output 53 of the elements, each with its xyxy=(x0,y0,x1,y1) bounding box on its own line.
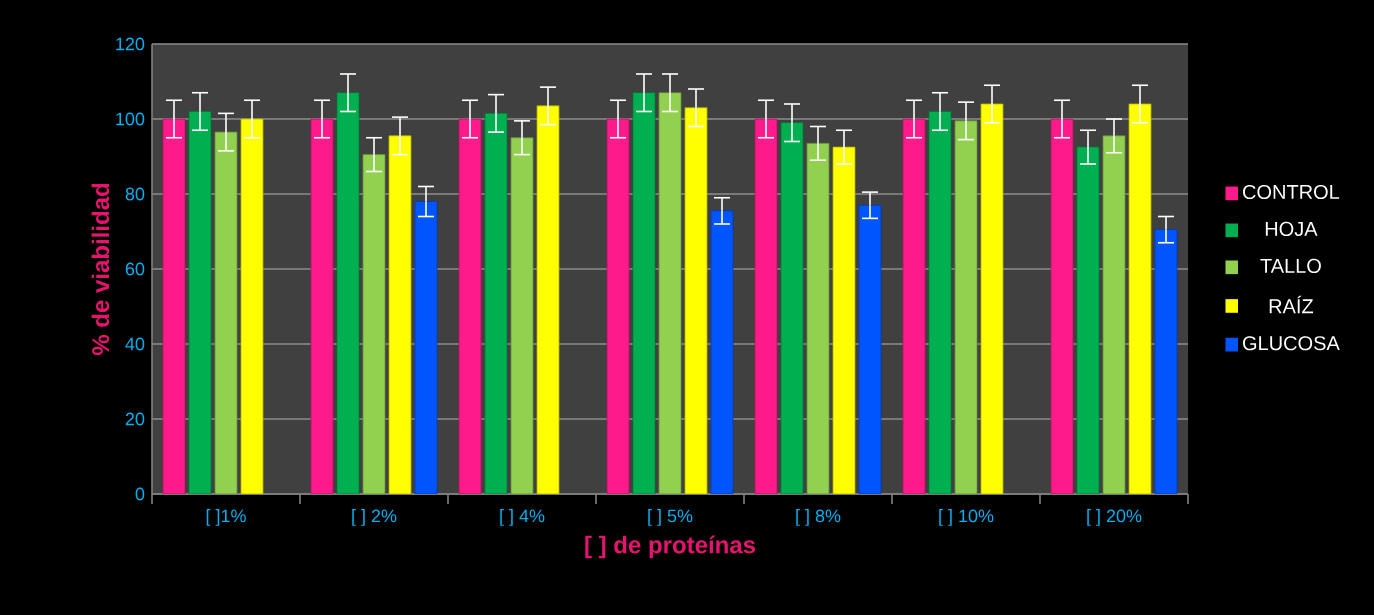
y-tick-label: 0 xyxy=(135,487,145,501)
bar xyxy=(458,118,482,494)
bar xyxy=(658,92,682,494)
y-tick-label: 80 xyxy=(125,187,145,201)
legend-label: HOJA xyxy=(1265,221,1318,237)
bar xyxy=(954,120,978,494)
bar xyxy=(902,118,926,494)
bar xyxy=(980,103,1004,494)
y-tick-label: 40 xyxy=(125,337,145,351)
bar xyxy=(362,154,386,494)
x-tick-label: [ ] 2% xyxy=(352,509,397,526)
bar xyxy=(536,105,560,494)
bar xyxy=(310,118,334,494)
bar xyxy=(928,111,952,494)
bar xyxy=(510,137,534,494)
bar xyxy=(632,92,656,494)
bar xyxy=(484,112,508,494)
bar xyxy=(1076,146,1100,494)
bar xyxy=(606,118,630,494)
bar xyxy=(162,118,186,494)
bar xyxy=(832,146,856,494)
bar xyxy=(1102,135,1126,494)
legend-label: GLUCOSA xyxy=(1243,336,1340,351)
x-axis-title: [ ] de proteínas xyxy=(585,535,756,559)
y-tick-label: 60 xyxy=(125,262,145,276)
x-tick-label: [ ] 10% xyxy=(939,509,994,526)
bar xyxy=(388,135,412,494)
bar xyxy=(1050,118,1074,494)
bar xyxy=(806,142,830,494)
x-tick-label: [ ] 5% xyxy=(648,509,693,526)
y-tick-label: 120 xyxy=(116,37,145,51)
y-tick-label: 100 xyxy=(116,112,145,126)
x-tick-label: [ ]1% xyxy=(206,509,246,526)
bar xyxy=(240,118,264,494)
bar xyxy=(336,92,360,494)
bar xyxy=(858,204,882,494)
bar xyxy=(780,122,804,494)
y-tick-label: 20 xyxy=(125,412,145,426)
bar xyxy=(754,118,778,494)
legend-label: RAÍZ xyxy=(1269,295,1314,314)
bar xyxy=(684,107,708,494)
bar xyxy=(710,210,734,494)
bar xyxy=(1128,103,1152,494)
y-axis-title: % de viabilidad xyxy=(91,183,110,356)
bar xyxy=(188,111,212,494)
bar xyxy=(414,201,438,494)
x-tick-label: [ ] 4% xyxy=(500,509,545,526)
legend-label: TALLO xyxy=(1260,258,1321,273)
legend-label: CONTROL xyxy=(1243,184,1340,200)
x-tick-label: [ ] 8% xyxy=(796,509,841,526)
bar xyxy=(214,131,238,494)
bar xyxy=(1154,229,1178,494)
x-tick-label: [ ] 20% xyxy=(1087,509,1142,526)
